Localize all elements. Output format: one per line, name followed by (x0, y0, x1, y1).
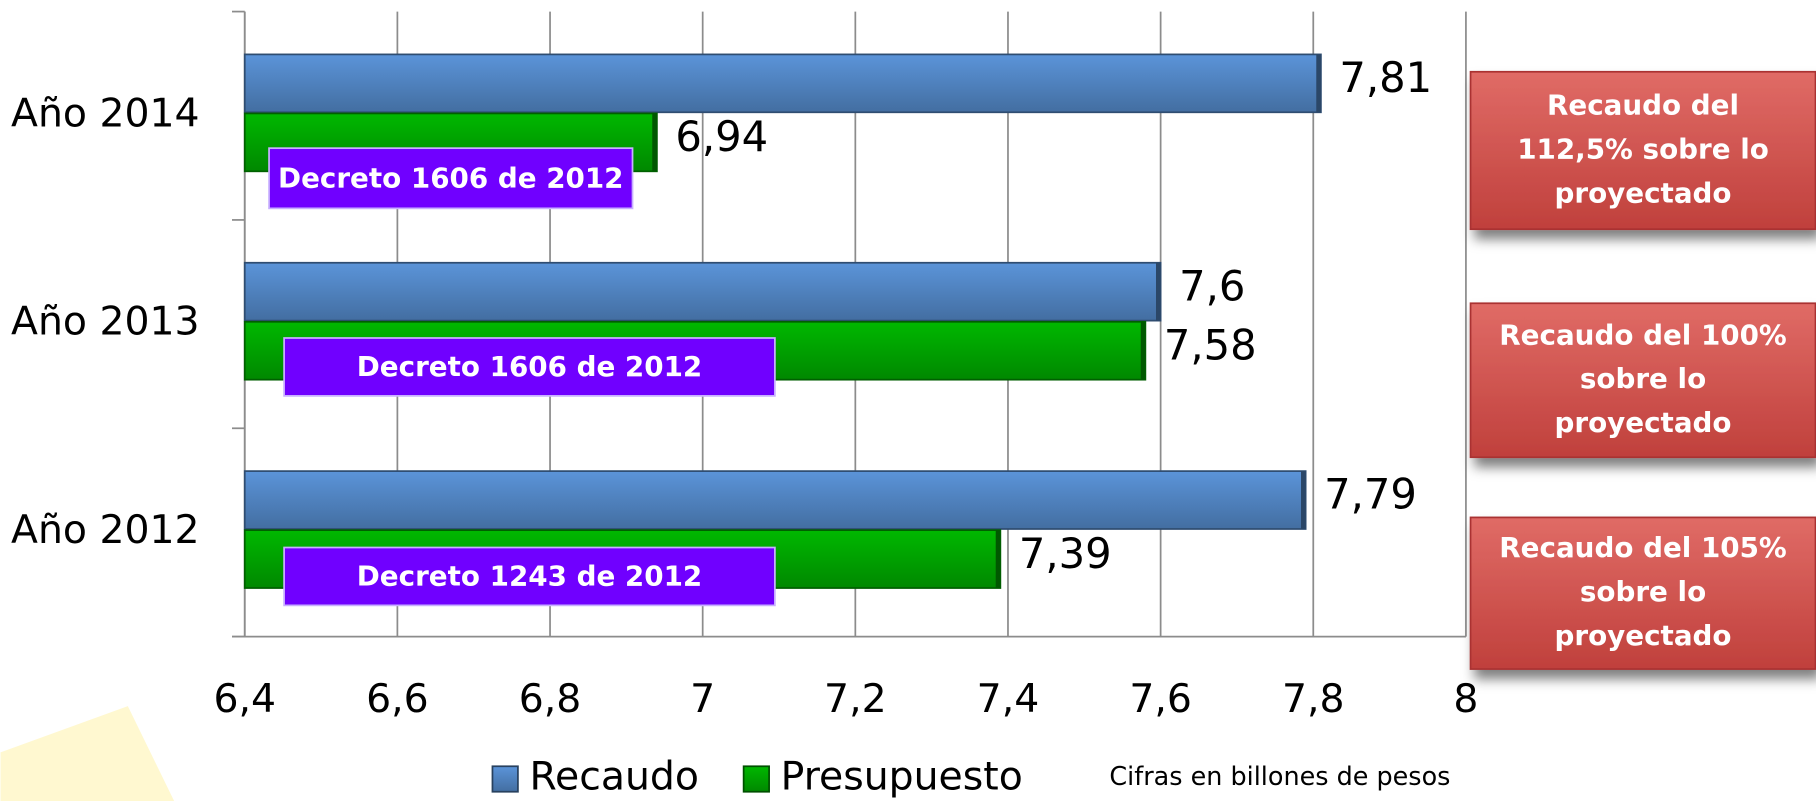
bar-end (1155, 262, 1161, 321)
bar (243, 261, 1162, 322)
note: Cifras en billones de pesos (1109, 762, 1450, 792)
y-tick-label: Año 2013 (11, 299, 200, 345)
bar-end (1316, 54, 1321, 113)
x-tick-label: 7,6 (1129, 676, 1192, 722)
callout-text: proyectado (1555, 176, 1732, 209)
watermark (0, 706, 175, 801)
value-label: 7,39 (1019, 529, 1112, 578)
y-tick-label: Año 2012 (11, 507, 200, 553)
callout-box (1469, 516, 1816, 670)
y-tick-label: Año 2014 (11, 90, 200, 136)
callout-text: Recaudo del 100% (1499, 318, 1786, 351)
x-tick-label: 6,8 (519, 676, 582, 722)
x-tick-label: 7,2 (824, 676, 887, 722)
decree-box (283, 546, 776, 607)
callout-box (1469, 302, 1816, 459)
value-label: 7,79 (1324, 470, 1417, 519)
value-label: 7,81 (1339, 53, 1432, 102)
value-label: 6,94 (675, 112, 768, 161)
x-tick-label: 6,6 (366, 676, 429, 722)
x-tick-label: 7 (690, 676, 715, 722)
legend-label: Presupuesto (781, 754, 1023, 800)
callout-text: sobre lo (1580, 362, 1706, 395)
decree-box (268, 147, 634, 210)
bar (243, 53, 1322, 114)
legend-swatch (491, 765, 519, 793)
legend-label: Recaudo (529, 754, 698, 800)
x-tick-label: 6,4 (213, 676, 276, 722)
value-label: 7,6 (1179, 261, 1245, 310)
decree-label: Decreto 1606 de 2012 (278, 161, 623, 194)
decree-label: Decreto 1606 de 2012 (357, 350, 702, 383)
x-tick-label: 7,8 (1282, 676, 1345, 722)
decree-label: Decreto 1243 de 2012 (357, 560, 702, 593)
callout-text: Recaudo del (1547, 88, 1739, 121)
x-tick-label: 7,4 (977, 676, 1040, 722)
callout-text: Recaudo del 105% (1499, 531, 1786, 564)
callout-box (1469, 70, 1816, 231)
bar-end (1140, 321, 1146, 380)
callout-text: sobre lo (1580, 575, 1706, 608)
value-label: 7,58 (1164, 320, 1257, 369)
callout-text: proyectado (1555, 619, 1732, 652)
bar-end (652, 113, 657, 172)
callout-text: 112,5% sobre lo (1517, 132, 1769, 165)
bar-end (995, 530, 1001, 589)
bar (243, 470, 1307, 530)
decree-box (283, 337, 776, 397)
bar-end (1301, 471, 1306, 529)
callout-text: proyectado (1555, 406, 1732, 439)
x-tick-label: 8 (1453, 676, 1478, 722)
legend-swatch (742, 765, 770, 793)
